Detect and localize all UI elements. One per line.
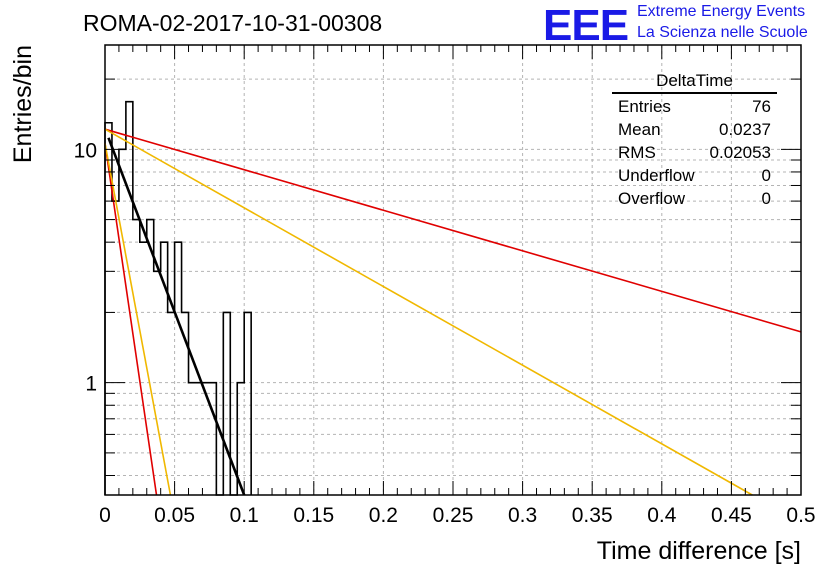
stats-value: 0.0237 bbox=[719, 120, 771, 139]
stats-label: Entries bbox=[618, 97, 671, 116]
x-tick-label: 0.3 bbox=[508, 504, 537, 527]
stats-value: 0 bbox=[761, 166, 771, 185]
stats-box: DeltaTime Entries 76 Mean 0.0237 RMS 0.0… bbox=[612, 71, 777, 210]
fit-line bbox=[104, 128, 753, 496]
x-tick-label: 0.4 bbox=[647, 504, 677, 527]
x-tick-label: 0.5 bbox=[786, 504, 815, 527]
y-tick-label: 1 bbox=[85, 373, 97, 396]
stats-value: 0.02053 bbox=[709, 143, 771, 162]
x-tick-label: 0.25 bbox=[433, 504, 474, 527]
x-tick-label: 0.1 bbox=[230, 504, 259, 527]
stats-title: DeltaTime bbox=[612, 71, 777, 94]
logo-line-1: Extreme Energy Events bbox=[637, 3, 806, 20]
stats-label: Mean bbox=[618, 120, 661, 139]
stats-label: Overflow bbox=[618, 189, 686, 208]
stats-value: 76 bbox=[752, 97, 771, 116]
chart-title: ROMA-02-2017-10-31-00308 bbox=[83, 10, 383, 36]
stats-row-mean: Mean 0.0237 bbox=[612, 118, 777, 141]
fit-line bbox=[104, 143, 158, 496]
stats-value: 0 bbox=[761, 189, 771, 208]
x-tick-label: 0.15 bbox=[293, 504, 334, 527]
stats-row-entries: Entries 76 bbox=[612, 95, 777, 118]
fit-line bbox=[104, 143, 172, 496]
y-axis-label: Entries/bin bbox=[9, 45, 37, 163]
x-tick-label: 0.2 bbox=[369, 504, 398, 527]
logo-line-2: La Scienza nelle Scuole bbox=[637, 24, 808, 41]
axes: 0 0.05 0.1 0.15 0.2 0.25 0.3 0.35 0.4 0.45 0.5 1 10 bbox=[74, 45, 816, 527]
stats-label: RMS bbox=[618, 143, 656, 162]
stats-label: Underflow bbox=[618, 166, 695, 185]
x-tick-label: 0.35 bbox=[572, 504, 613, 527]
stats-row-underflow: Underflow 0 bbox=[612, 164, 777, 187]
fit-line bbox=[107, 137, 246, 496]
eee-logo: EEE bbox=[543, 4, 629, 44]
x-axis-label: Time difference [s] bbox=[597, 537, 801, 565]
y-tick-label: 10 bbox=[74, 139, 97, 162]
stats-row-rms: RMS 0.02053 bbox=[612, 141, 777, 164]
eee-logo-text: EEE bbox=[543, 4, 628, 44]
x-tick-label: 0 bbox=[99, 504, 111, 527]
fit-lines bbox=[104, 128, 802, 496]
x-tick-label: 0.05 bbox=[154, 504, 195, 527]
x-tick-label: 0.45 bbox=[711, 504, 752, 527]
grid-lines bbox=[105, 45, 801, 495]
fit-line bbox=[104, 128, 802, 333]
stats-row-overflow: Overflow 0 bbox=[612, 187, 777, 210]
